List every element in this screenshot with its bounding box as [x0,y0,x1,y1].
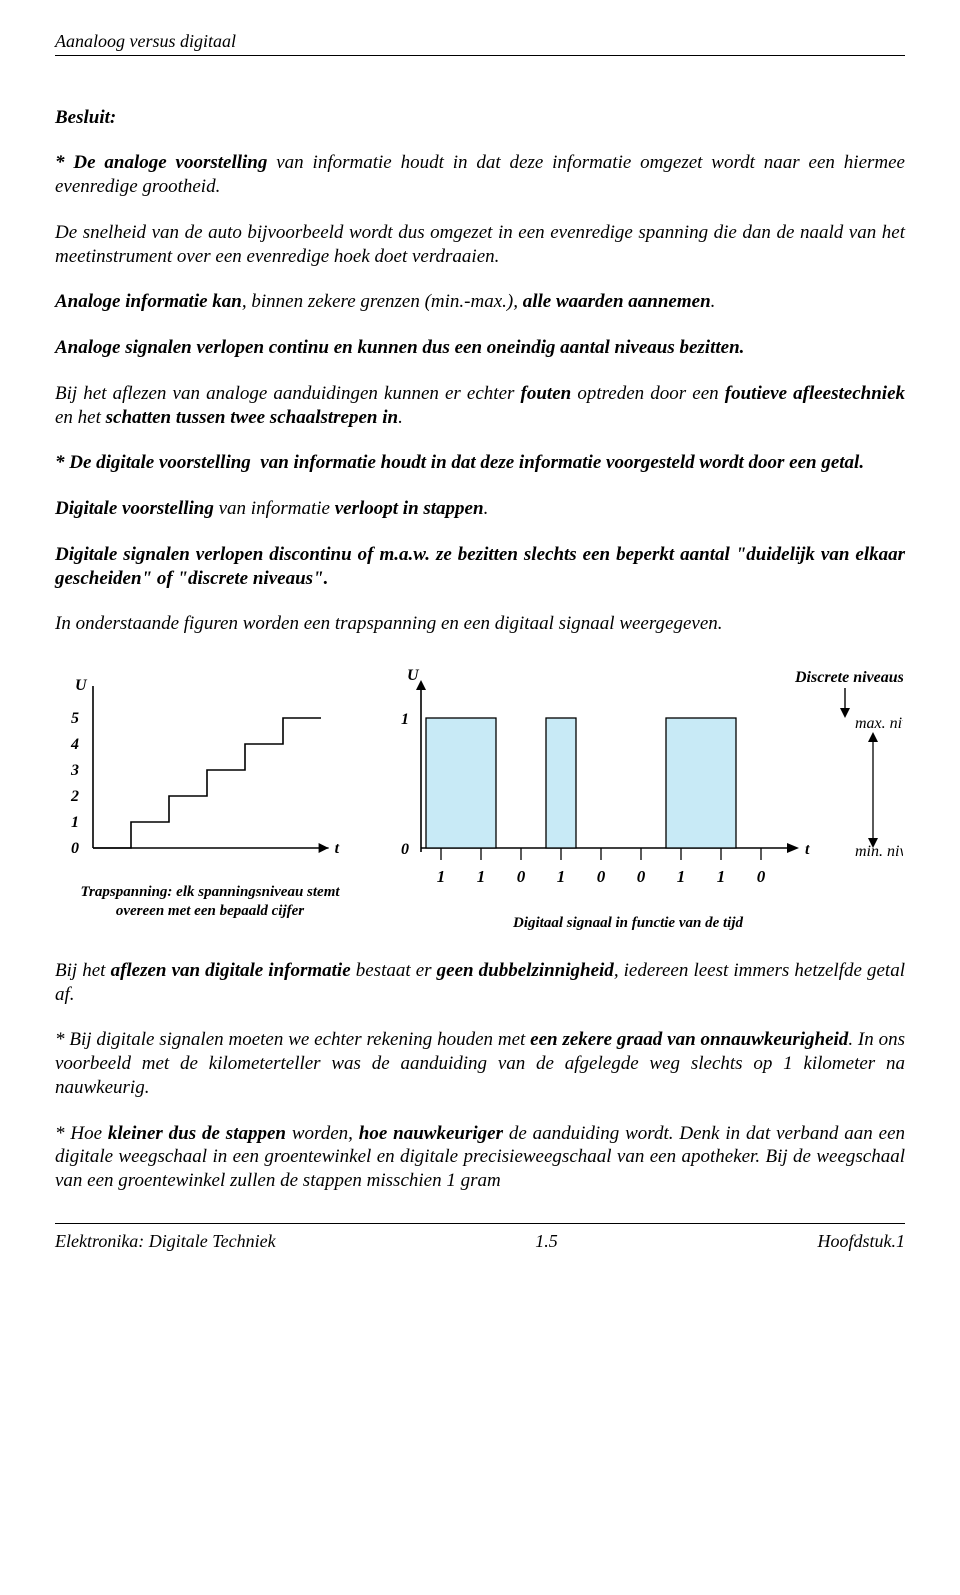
para-analog-continu: Analoge signalen verlopen continu en kun… [55,336,905,360]
svg-text:0: 0 [71,840,79,857]
text: * De analoge voorstelling [55,152,267,173]
para-analog-intro: * De analoge voorstelling van informatie… [55,151,905,199]
footer-right: Hoofdstuk.1 [817,1230,905,1253]
svg-text:1: 1 [557,867,566,886]
text: optreden door een [571,383,725,404]
para-after-1: Bij het aflezen van digitale informatie … [55,959,905,1007]
figures-row: 0 1 2 3 4 5 Ut Trapspanning: elk spanningsnive… [55,658,905,933]
svg-text:min. niveau: min. niveau [855,843,903,860]
section-heading-besluit: Besluit: [55,106,905,130]
text: aflezen van digitale informatie [111,960,351,981]
text: en het [55,407,106,428]
svg-text:1: 1 [437,867,446,886]
text: . [398,407,403,428]
text: worden, [286,1123,359,1144]
svg-text:2: 2 [70,788,79,805]
text: schatten tussen twee schaalstrepen in [106,407,398,428]
text: een zekere graad van onnauwkeurigheid [530,1029,848,1050]
svg-text:0: 0 [637,867,646,886]
page-footer: Elektronika: Digitale Techniek 1.5 Hoofd… [55,1230,905,1253]
para-analog-example: De snelheid van de auto bijvoorbeeld wor… [55,221,905,269]
header-rule [55,55,905,56]
text: bestaat er [351,960,437,981]
svg-text:0: 0 [757,867,766,886]
text: Analoge informatie kan [55,291,242,312]
para-after-3: * Hoe kleiner dus de stappen worden, hoe… [55,1122,905,1193]
text: van informatie [214,498,335,519]
text: Bij het [55,960,111,981]
text: foutieve afleestechniek [725,383,905,404]
svg-text:t: t [805,841,810,858]
text: verloopt in stappen [335,498,484,519]
figure-digitaal-caption: Digitaal signaal in functie van de tijd [413,914,843,933]
para-digital-intro: * De digitale voorstelling van informati… [55,451,905,475]
footer-rule [55,1223,905,1224]
svg-text:1: 1 [401,711,409,728]
text: geen dubbelzinnigheid [437,960,614,981]
svg-text:0: 0 [597,867,606,886]
figure-trapspanning-caption: Trapspanning: elk spanningsniveau stemt … [55,883,365,921]
svg-text:3: 3 [70,762,79,779]
text: hoe nauwkeuriger [359,1123,503,1144]
page-header-title: Aanaloog versus digitaal [55,30,905,53]
para-analog-fouten: Bij het aflezen van analoge aanduidingen… [55,382,905,430]
svg-text:0: 0 [401,841,409,858]
figure-trapspanning: 0 1 2 3 4 5 Ut Trapspanning: elk spanningsnive… [55,658,365,921]
para-analog-values: Analoge informatie kan, binnen zekere gr… [55,290,905,314]
svg-text:5: 5 [71,710,79,727]
footer-center: 1.5 [535,1230,558,1253]
svg-text:1: 1 [71,814,79,831]
text: Digitale voorstelling [55,498,214,519]
text: fouten [521,383,572,404]
figure-digitaal-signaal: 0 1 Ut 1 1 0 1 0 0 1 1 0 Discrete niveaus max. niveau… [393,658,903,933]
svg-text:max. niveau: max. niveau [855,715,903,732]
svg-text:1: 1 [717,867,726,886]
text: van informatie houdt in dat deze informa… [256,452,865,473]
svg-text:U: U [407,667,420,684]
footer-left: Elektronika: Digitale Techniek [55,1230,276,1253]
svg-text:t: t [335,840,340,857]
text: alle waarden aannemen [523,291,711,312]
svg-text:1: 1 [677,867,686,886]
para-after-2: * Bij digitale signalen moeten we echter… [55,1028,905,1099]
para-digital-discontinu: Digitale signalen verlopen discontinu of… [55,543,905,591]
para-digital-stappen: Digitale voorstelling van informatie ver… [55,497,905,521]
text: * Bij digitale signalen moeten we echter… [55,1029,530,1050]
svg-text:4: 4 [70,736,79,753]
text: * Hoe [55,1123,108,1144]
text: kleiner dus de stappen [108,1123,286,1144]
svg-text:Discrete niveaus: Discrete niveaus [794,669,903,686]
svg-text:U: U [75,677,88,694]
text: * De digitale voorstelling [55,452,251,473]
text: . [711,291,716,312]
svg-text:1: 1 [477,867,486,886]
text: Bij het aflezen van analoge aanduidingen… [55,383,521,404]
svg-text:0: 0 [517,867,526,886]
para-figuren-intro: In onderstaande figuren worden een traps… [55,612,905,636]
text: . [484,498,489,519]
text: , binnen zekere grenzen (min.-max.), [242,291,523,312]
